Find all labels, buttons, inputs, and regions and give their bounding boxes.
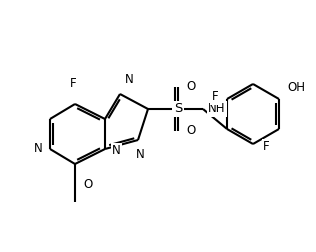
Text: O: O — [186, 80, 195, 93]
Text: O: O — [83, 177, 92, 191]
Text: OH: OH — [287, 81, 305, 94]
Text: O: O — [186, 124, 195, 138]
Text: NH: NH — [208, 103, 226, 115]
Text: F: F — [70, 77, 76, 90]
Text: N: N — [34, 142, 43, 155]
Text: F: F — [263, 141, 270, 153]
Text: N: N — [136, 148, 144, 161]
Text: N: N — [125, 73, 134, 86]
Text: N: N — [112, 144, 121, 158]
Text: S: S — [174, 103, 182, 115]
Text: F: F — [211, 90, 218, 104]
